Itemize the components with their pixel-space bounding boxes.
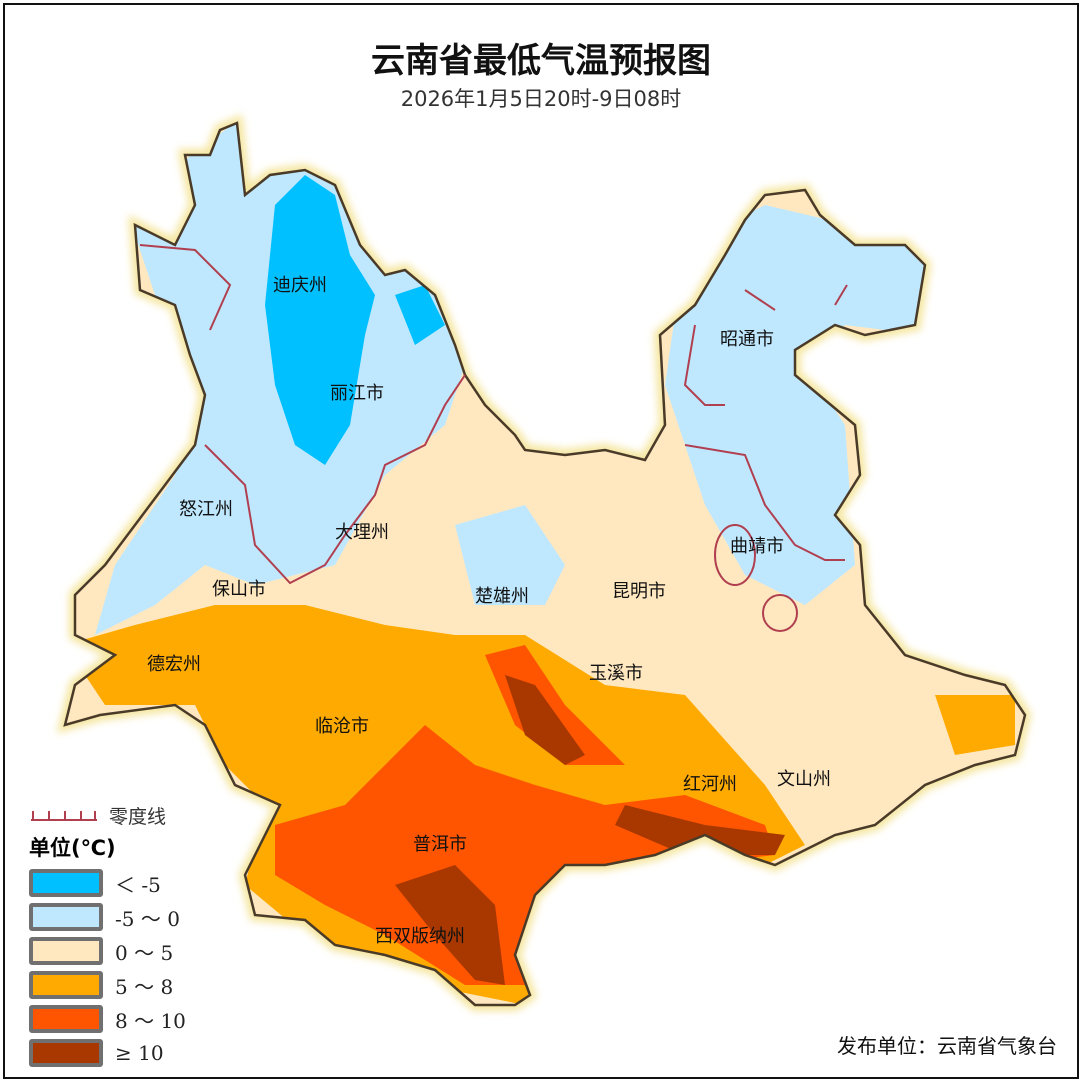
- legend-swatch: [29, 1039, 103, 1067]
- legend: 零度线 单位(℃) ＜ -5 -5 ～ 0 0 ～ 5 5 ～ 8 8 ～ 10…: [29, 800, 186, 1070]
- zone-8-10: [275, 725, 775, 985]
- region-label: 玉溪市: [589, 663, 643, 684]
- legend-item: ≥ 10: [29, 1036, 186, 1070]
- legend-swatch: [29, 937, 103, 965]
- region-label: 昭通市: [720, 329, 774, 350]
- zero-line-label: 零度线: [109, 805, 167, 828]
- map-title: 云南省最低气温预报图: [371, 41, 711, 81]
- zero-line-symbol: [31, 811, 97, 821]
- map-subtitle: 2026年1月5日20时-9日08时: [400, 87, 682, 111]
- region-label: 迪庆州: [273, 275, 327, 296]
- legend-label: ≥ 10: [115, 1041, 164, 1065]
- legend-swatch: [29, 869, 103, 897]
- legend-label: 0 ～ 5: [115, 940, 174, 965]
- legend-item: 0 ～ 5: [29, 934, 186, 968]
- legend-swatch: [29, 1005, 103, 1033]
- legend-label: 8 ～ 10: [115, 1008, 186, 1033]
- legend-item: 8 ～ 10: [29, 1002, 186, 1036]
- region-label: 普洱市: [413, 834, 467, 855]
- legend-label: -5 ～ 0: [115, 906, 180, 931]
- region-label: 保山市: [212, 579, 266, 600]
- region-label: 曲靖市: [730, 536, 784, 557]
- region-label: 文山州: [777, 769, 831, 790]
- region-label: 昆明市: [612, 581, 666, 602]
- region-label: 丽江市: [330, 383, 384, 404]
- region-label: 红河州: [683, 774, 737, 795]
- region-label: 临沧市: [315, 716, 369, 737]
- legend-item: ＜ -5: [29, 866, 186, 900]
- region-label: 大理州: [335, 522, 389, 543]
- legend-swatch: [29, 971, 103, 999]
- zone-above-10: [505, 675, 585, 765]
- legend-swatch: [29, 903, 103, 931]
- region-label: 德宏州: [147, 654, 201, 675]
- map-canvas: [5, 5, 1077, 1077]
- zone-below-minus5: [265, 175, 375, 465]
- legend-item: 5 ～ 8: [29, 968, 186, 1002]
- region-label: 西双版纳州: [375, 926, 465, 947]
- legend-label: ＜ -5: [115, 872, 161, 897]
- legend-label: 5 ～ 8: [115, 974, 174, 999]
- publisher: 发布单位：云南省气象台: [837, 1034, 1057, 1058]
- region-label: 楚雄州: [475, 586, 529, 607]
- zero-degree-lines: [139, 244, 848, 632]
- region-label: 怒江州: [179, 499, 233, 520]
- legend-item: -5 ～ 0: [29, 900, 186, 934]
- legend-unit: 单位(℃): [29, 836, 116, 860]
- forecast-map: 云南省最低气温预报图 2026年1月5日20时-9日08时 迪庆州 丽江市 怒江…: [3, 3, 1079, 1079]
- zone-minus5-0-east: [665, 205, 935, 605]
- legend-zero-line: 零度线: [29, 800, 186, 830]
